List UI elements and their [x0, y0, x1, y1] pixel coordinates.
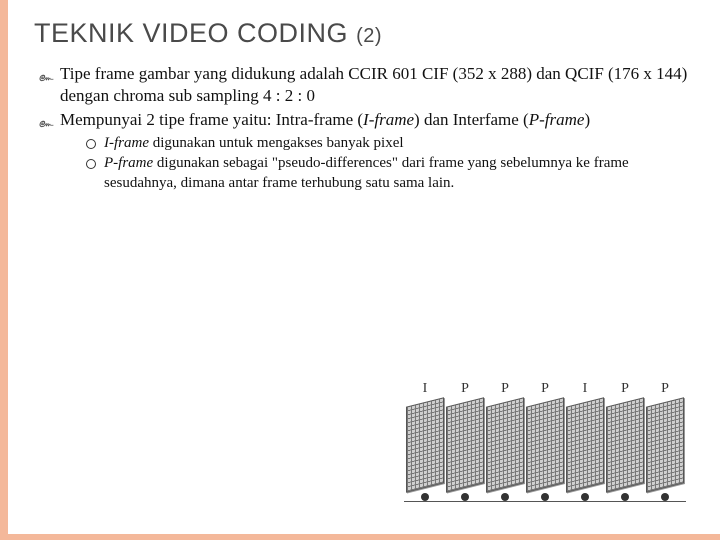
frame-foot-icon — [541, 493, 549, 501]
sub-bullet-item: I-frame digunakan untuk mengakses banyak… — [86, 134, 692, 153]
frame-label: P — [461, 381, 469, 397]
frame-foot-icon — [461, 493, 469, 501]
frame-label: I — [583, 381, 588, 397]
sub-bullet-item: P-frame digunakan sebagai "pseudo-differ… — [86, 154, 692, 192]
sub-bullet-list: I-frame digunakan untuk mengakses banyak… — [60, 134, 692, 193]
bullet-list: ๛ Tipe frame gambar yang didukung adalah … — [34, 63, 692, 193]
frame-label: I — [423, 381, 428, 397]
video-frame: P — [446, 397, 484, 492]
video-frame: I — [406, 397, 444, 492]
bullet-text: Mempunyai 2 tipe frame yaitu: Intra-fram… — [60, 110, 590, 129]
diagram-baseline — [404, 501, 686, 502]
italic-term: I-frame — [104, 135, 149, 151]
frame-label: P — [661, 381, 669, 397]
video-frame: P — [486, 397, 524, 492]
italic-term: P-frame — [104, 155, 153, 171]
bullet-item: ๛ Mempunyai 2 tipe frame yaitu: Intra-fra… — [38, 109, 692, 193]
frame-diagram: IPPPIPP — [400, 368, 690, 518]
frame-label: P — [501, 381, 509, 397]
left-accent-bar — [0, 0, 8, 540]
bottom-accent-bar — [0, 534, 720, 540]
frame-foot-icon — [501, 493, 509, 501]
frame-label: P — [621, 381, 629, 397]
frame-foot-icon — [621, 493, 629, 501]
swirl-bullet-icon: ๛ — [38, 69, 53, 86]
frame-foot-icon — [581, 493, 589, 501]
swirl-bullet-icon: ๛ — [38, 115, 53, 132]
bullet-text: Tipe frame gambar yang didukung adalah C… — [60, 64, 687, 105]
frame-foot-icon — [421, 493, 429, 501]
video-frame: I — [566, 397, 604, 492]
slide-content: TEKNIK VIDEO CODING (2) ๛ Tipe frame gamb… — [0, 0, 720, 193]
frame-foot-icon — [661, 493, 669, 501]
frame-label: P — [541, 381, 549, 397]
video-frame: P — [646, 397, 684, 492]
video-frame: P — [526, 397, 564, 492]
italic-term: I-frame — [363, 110, 414, 129]
title-main: TEKNIK VIDEO CODING — [34, 18, 348, 48]
bullet-item: ๛ Tipe frame gambar yang didukung adalah … — [38, 63, 692, 107]
italic-term: P-frame — [529, 110, 585, 129]
title-sub: (2) — [356, 25, 382, 47]
video-frame: P — [606, 397, 644, 492]
slide-title: TEKNIK VIDEO CODING (2) — [34, 18, 692, 49]
